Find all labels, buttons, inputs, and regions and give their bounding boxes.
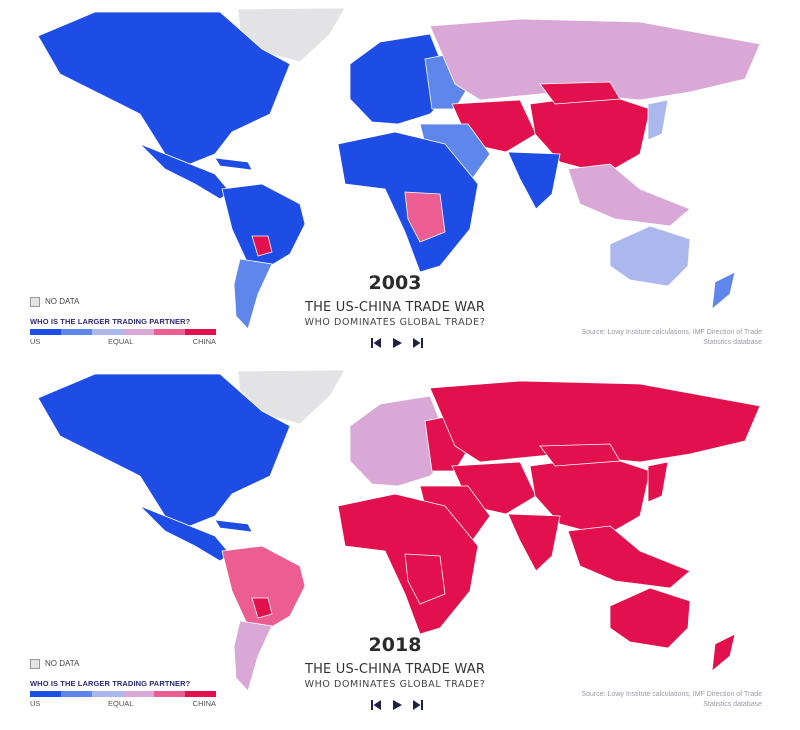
skip-forward-icon[interactable]: [412, 337, 424, 349]
map-region-australia: [609, 587, 691, 649]
map-region-greenland: [237, 7, 346, 63]
color-scale: [30, 691, 216, 697]
legend-title: WHO IS THE LARGER TRADING PARTNER?: [30, 317, 191, 326]
scale-swatch-4: [154, 329, 185, 335]
map-region-japan: [647, 461, 669, 503]
no-data-swatch: [30, 296, 40, 307]
scale-swatch-3: [123, 329, 154, 335]
map-region-caribbean: [214, 157, 253, 171]
scale-label-china: CHINA: [192, 337, 216, 346]
no-data-label: NO DATA: [45, 297, 80, 306]
scale-swatch-3: [123, 691, 154, 697]
playback-controls: [370, 337, 426, 349]
map-region-caribbean: [214, 519, 253, 533]
map-region-southeast-asia: [567, 525, 691, 589]
map-region-russia: [429, 18, 761, 101]
color-scale: [30, 329, 216, 335]
chart-subtitle: WHO DOMINATES GLOBAL TRADE?: [304, 317, 486, 328]
map-panel-2018: 2018 THE US-CHINA TRADE WAR WHO DOMINATE…: [0, 366, 800, 728]
map-panel-2003: 2003 THE US-CHINA TRADE WAR WHO DOMINATE…: [0, 4, 800, 366]
map-region-india: [507, 513, 561, 572]
world-map: [37, 7, 761, 330]
map-region-central-africa: [404, 191, 446, 243]
scale-swatch-2: [92, 329, 123, 335]
map-region-russia: [429, 380, 761, 463]
play-icon[interactable]: [391, 337, 403, 349]
map-region-north-america: [37, 11, 291, 165]
no-data-swatch: [30, 658, 40, 669]
scale-swatch-1: [61, 691, 92, 697]
scale-swatch-2: [92, 691, 123, 697]
scale-swatch-0: [30, 329, 61, 335]
map-region-japan: [647, 99, 669, 141]
year-label: 2018: [368, 634, 422, 656]
skip-forward-icon[interactable]: [412, 699, 424, 711]
playback-controls: [370, 699, 426, 711]
map-region-australia: [609, 225, 691, 287]
scale-label-equal: EQUAL: [108, 337, 134, 346]
map-region-southeast-asia: [567, 163, 691, 227]
map-region-paraguay: [251, 235, 273, 257]
source-note: Source: Lowy Institute calculations, IMF…: [581, 329, 762, 346]
scale-label-us: US: [30, 699, 41, 708]
scale-swatch-5: [185, 691, 216, 697]
map-region-north-america: [37, 373, 291, 527]
chart-title: THE US-CHINA TRADE WAR: [304, 300, 486, 315]
scale-label-equal: EQUAL: [108, 699, 134, 708]
map-region-south-america: [221, 183, 306, 267]
legend: NO DATA WHO IS THE LARGER TRADING PARTNE…: [30, 296, 220, 347]
skip-back-icon[interactable]: [370, 699, 382, 711]
legend: NO DATA WHO IS THE LARGER TRADING PARTNE…: [30, 658, 220, 709]
skip-back-icon[interactable]: [370, 337, 382, 349]
map-region-southern-cone: [233, 620, 273, 692]
scale-swatch-5: [185, 329, 216, 335]
no-data-key: NO DATA: [30, 658, 220, 669]
no-data-label: NO DATA: [45, 659, 80, 668]
source-note: Source: Lowy Institute calculations, IMF…: [581, 691, 762, 708]
scale-swatch-0: [30, 691, 61, 697]
scale-label-china: CHINA: [192, 699, 216, 708]
map-region-south-america: [221, 545, 306, 629]
legend-title: WHO IS THE LARGER TRADING PARTNER?: [30, 679, 191, 688]
scale-labels: US EQUAL CHINA: [30, 699, 220, 709]
no-data-key: NO DATA: [30, 296, 220, 307]
world-map: [37, 369, 761, 692]
play-icon[interactable]: [391, 699, 403, 711]
map-region-central-africa: [404, 553, 446, 605]
year-label: 2003: [368, 272, 422, 294]
map-region-paraguay: [251, 597, 273, 619]
map-region-mongolia: [539, 443, 621, 467]
map-region-mongolia: [539, 81, 621, 105]
scale-label-us: US: [30, 337, 41, 346]
scale-labels: US EQUAL CHINA: [30, 337, 220, 347]
map-region-new-zealand: [711, 271, 736, 310]
scale-swatch-4: [154, 691, 185, 697]
scale-swatch-1: [61, 329, 92, 335]
map-region-greenland: [237, 369, 346, 425]
map-region-india: [507, 151, 561, 210]
map-region-new-zealand: [711, 633, 736, 672]
chart-title: THE US-CHINA TRADE WAR: [304, 662, 486, 677]
chart-subtitle: WHO DOMINATES GLOBAL TRADE?: [304, 679, 486, 690]
map-region-southern-cone: [233, 258, 273, 330]
